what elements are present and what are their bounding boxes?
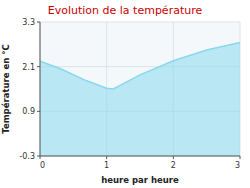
y-tick-label: 2.1	[22, 63, 35, 72]
y-tick	[37, 66, 40, 67]
grid-line	[40, 156, 240, 157]
chart: 0 1 2 3 -0.3 0.9 2.1 3.3 heure par heure Températ…	[0, 0, 250, 188]
x-tick	[106, 156, 107, 159]
y-tick-label: -0.3	[19, 152, 35, 161]
x-axis	[40, 156, 240, 157]
y-tick	[37, 111, 40, 112]
y-tick-label: 3.3	[22, 18, 35, 27]
plot-background	[40, 22, 240, 156]
grid-line	[40, 22, 240, 23]
x-tick-label: 2	[171, 161, 176, 170]
y-tick-label: 0.9	[22, 107, 35, 116]
area	[40, 42, 240, 156]
y-tick	[37, 22, 40, 23]
grid-line	[40, 22, 41, 156]
x-tick-label: 0	[40, 161, 45, 170]
line	[40, 42, 240, 89]
y-axis-label: Température en °C	[1, 44, 11, 133]
x-tick	[240, 156, 241, 159]
plot-area	[40, 42, 240, 156]
title: Evolution de la température	[48, 4, 203, 17]
x-tick-label: 1	[104, 161, 109, 170]
x-axis-label: heure par heure	[101, 175, 179, 185]
x-tick	[173, 156, 174, 159]
y-axis	[40, 22, 41, 156]
x-tick-label: 3	[235, 161, 240, 170]
y-tick	[37, 156, 40, 157]
